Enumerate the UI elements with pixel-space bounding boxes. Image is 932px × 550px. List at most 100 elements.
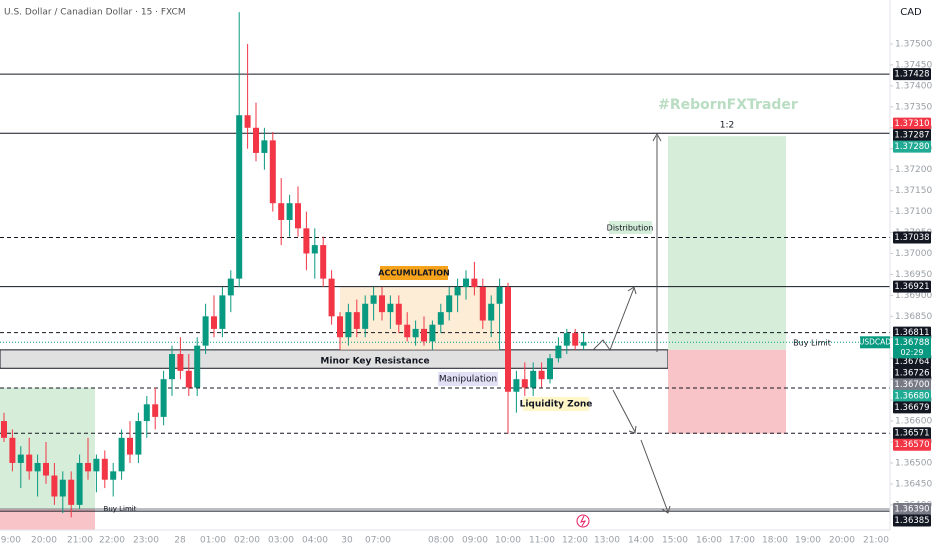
price-label: 1.37310 xyxy=(894,119,929,129)
y-tick-label: 1.37200 xyxy=(895,165,932,175)
candles xyxy=(1,12,587,518)
price-label-bg xyxy=(893,129,931,142)
price-label-bg xyxy=(893,389,931,402)
x-tick-label: 20:00 xyxy=(31,536,57,546)
x-tick-label: 17:00 xyxy=(729,536,755,546)
price-label: 1.36385 xyxy=(894,516,929,526)
candle-body xyxy=(454,286,461,296)
candle-body xyxy=(530,370,537,388)
candle-body xyxy=(9,437,16,463)
price-label-bg xyxy=(893,68,931,81)
candle-body xyxy=(34,462,41,472)
annotations: U.S. Dollar / Canadian Dollar · 15 · FXC… xyxy=(4,7,922,528)
label-bg xyxy=(438,372,498,386)
price-label: 1.36921 xyxy=(894,282,929,292)
candle-body xyxy=(286,203,293,220)
candle-body xyxy=(227,278,234,296)
price-label: 1.36390 xyxy=(894,505,929,515)
candle-body xyxy=(303,228,310,254)
y-tick-label: 1.37100 xyxy=(895,207,932,217)
projection xyxy=(640,439,671,514)
candle-body xyxy=(269,140,276,204)
price-label-bg xyxy=(893,117,931,130)
candle-body xyxy=(488,303,495,321)
buy-limit-label: Buy Limit xyxy=(793,339,831,348)
price-label: 1.37428 xyxy=(894,70,929,80)
candle-body xyxy=(404,324,411,338)
candle-body xyxy=(110,471,117,480)
loss-zone xyxy=(668,349,786,434)
candle-body xyxy=(202,316,209,346)
candle-body xyxy=(101,458,108,480)
current-price: 1.36788 xyxy=(894,338,929,348)
x-tick-label: 10:00 xyxy=(495,536,521,546)
candle-body xyxy=(253,127,259,153)
price-label-bg xyxy=(893,140,931,153)
candle-body xyxy=(93,458,100,472)
price-label: 1.36726 xyxy=(894,368,929,378)
x-tick-label: 08:00 xyxy=(428,536,454,546)
y-tick-label: 1.36900 xyxy=(895,291,932,301)
candle-body xyxy=(463,278,469,287)
candle-body xyxy=(59,479,66,497)
x-tick-label: 21:00 xyxy=(863,536,889,546)
y-tick-label: 1.37450 xyxy=(895,60,932,70)
price-label-bg xyxy=(893,280,931,293)
price-label-bg xyxy=(893,427,931,440)
label-bg xyxy=(609,221,652,234)
candle-body xyxy=(496,286,503,304)
price-label: 1.36700 xyxy=(894,380,929,390)
candle-body xyxy=(143,404,150,422)
candle-body xyxy=(387,303,394,313)
price-label: 1.36571 xyxy=(894,429,929,439)
chart-title: U.S. Dollar / Canadian Dollar · 15 · FXC… xyxy=(4,8,186,18)
candle-body xyxy=(555,345,562,359)
y-tick-label: 1.36850 xyxy=(895,312,932,322)
y-tick-label: 1.37350 xyxy=(895,102,932,112)
candle-body xyxy=(236,115,243,279)
symbol-bg xyxy=(860,336,890,349)
x-tick-label: 20:00 xyxy=(829,536,855,546)
candle-body xyxy=(437,312,444,325)
event-icon xyxy=(576,514,590,528)
x-tick-label: 16:00 xyxy=(696,536,722,546)
candle-body xyxy=(337,316,343,338)
candle-body xyxy=(244,115,251,128)
price-label-bg xyxy=(893,503,931,516)
price-label: 1.36570 xyxy=(894,440,929,450)
candle-body xyxy=(261,140,268,153)
price-label-bg xyxy=(893,231,931,244)
watermark: #RebornFXTrader xyxy=(658,97,798,113)
price-label-bg xyxy=(893,366,931,379)
x-tick-label: 21:00 xyxy=(67,536,93,546)
candle-body xyxy=(563,333,570,346)
candle-body xyxy=(505,286,511,392)
candle-body xyxy=(328,278,335,317)
event-icon xyxy=(580,515,587,527)
candle-body xyxy=(379,295,385,313)
candle-body xyxy=(127,437,133,455)
price-label: 1.36680 xyxy=(894,391,929,401)
price-label: 1.36811 xyxy=(894,328,929,338)
x-tick-label: 15:00 xyxy=(662,536,688,546)
candle-body xyxy=(547,358,553,380)
candle-body xyxy=(446,295,453,313)
y-tick-label: 1.37150 xyxy=(895,186,932,196)
candle-body xyxy=(169,354,175,380)
projection xyxy=(612,389,637,434)
candle-body xyxy=(320,245,327,279)
candle-body xyxy=(521,379,528,388)
projection xyxy=(592,286,637,352)
candle-body xyxy=(353,312,360,329)
current-price-bg xyxy=(893,336,931,359)
distribution-label: Distribution xyxy=(607,224,654,233)
x-tick-label: 07:00 xyxy=(365,536,391,546)
x-tick-label: 19:00 xyxy=(795,536,821,546)
x-tick-label: 09:00 xyxy=(462,536,488,546)
candle-body xyxy=(572,333,579,346)
candle-body xyxy=(395,303,402,325)
accumulation-label: ACCUMULATION xyxy=(378,269,449,278)
price-label: 1.37287 xyxy=(894,131,929,141)
candle-body xyxy=(345,312,352,338)
